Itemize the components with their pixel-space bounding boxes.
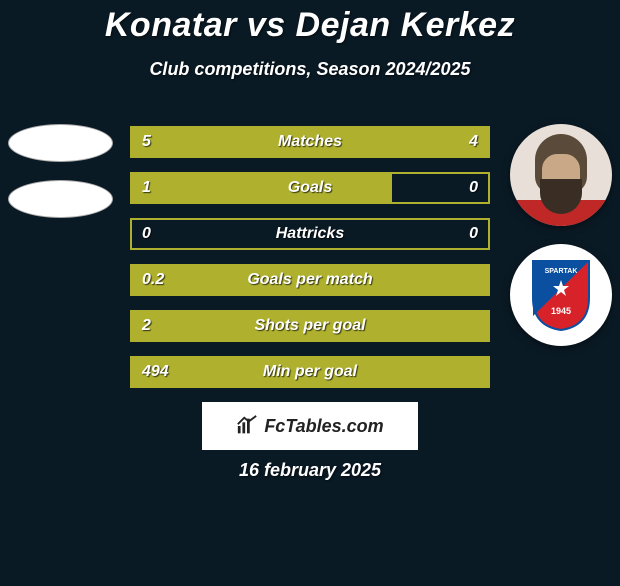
stat-row: 5Matches4 — [130, 126, 490, 158]
stat-bars: 5Matches41Goals00Hattricks00.2Goals per … — [130, 126, 490, 388]
stat-row: 494Min per goal — [130, 356, 490, 388]
stat-row: 1Goals0 — [130, 172, 490, 204]
shield-icon: SPARTAK 1945 — [530, 258, 592, 332]
date-text: 16 february 2025 — [0, 460, 620, 481]
page-title: Konatar vs Dejan Kerkez — [0, 6, 620, 45]
stat-label: Min per goal — [132, 363, 488, 381]
player2-face — [510, 124, 612, 226]
player1-face-placeholder — [8, 124, 113, 162]
stat-row: 2Shots per goal — [130, 310, 490, 342]
subtitle: Club competitions, Season 2024/2025 — [0, 59, 620, 80]
stat-label: Shots per goal — [132, 317, 488, 335]
chart-icon — [236, 415, 258, 437]
left-badges — [8, 124, 113, 218]
stat-value-right: 0 — [469, 225, 478, 243]
player1-club-placeholder — [8, 180, 113, 218]
stat-label: Matches — [132, 133, 488, 151]
right-badges: SPARTAK 1945 — [510, 124, 612, 346]
stat-row: 0.2Goals per match — [130, 264, 490, 296]
stat-value-right: 0 — [469, 179, 478, 197]
stat-row: 0Hattricks0 — [130, 218, 490, 250]
svg-text:SPARTAK: SPARTAK — [545, 268, 578, 275]
stat-value-right: 4 — [469, 133, 478, 151]
player2-club-badge: SPARTAK 1945 — [510, 244, 612, 346]
stat-label: Goals per match — [132, 271, 488, 289]
brand-text: FcTables.com — [264, 416, 383, 437]
stat-label: Hattricks — [132, 225, 488, 243]
brand-box: FcTables.com — [202, 402, 418, 450]
svg-text:1945: 1945 — [551, 306, 571, 316]
stat-label: Goals — [132, 179, 488, 197]
